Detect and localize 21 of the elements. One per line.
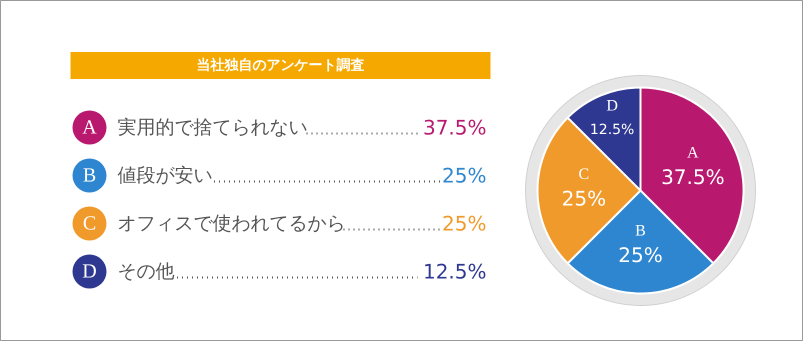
text: 12.5% <box>422 260 487 284</box>
legend-label: その他 <box>118 260 174 282</box>
text: D <box>82 260 97 282</box>
text: A <box>82 116 98 138</box>
text: A <box>687 144 699 162</box>
text: B <box>635 222 646 240</box>
legend-label: オフィスで使われてるから <box>118 212 346 234</box>
text: B <box>82 164 96 186</box>
text: 37.5% <box>422 116 487 140</box>
legend-label: 実用的で捨てられない <box>118 116 308 138</box>
text: 25% <box>442 164 486 188</box>
data-label: 25% <box>442 212 486 236</box>
data-label: 37.5% <box>661 164 725 189</box>
legend-label: 値段が安い <box>118 164 212 186</box>
data-label: 12.5% <box>590 122 634 138</box>
data-label: 25% <box>618 243 663 268</box>
text: C <box>82 212 96 234</box>
text: C <box>578 166 590 183</box>
text: 25% <box>562 186 606 210</box>
chart-title: 当社独自のアンケート調査 <box>196 56 364 74</box>
text: D <box>606 97 618 114</box>
